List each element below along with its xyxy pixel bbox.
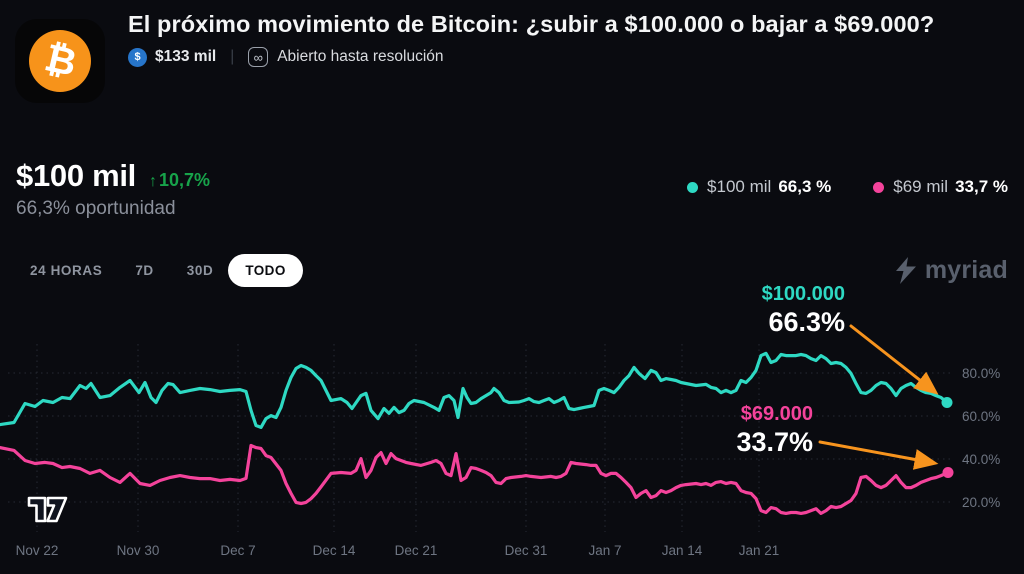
usdc-icon: $ bbox=[128, 47, 147, 67]
legend-value: 66,3 % bbox=[778, 177, 832, 196]
up-arrow-icon: ↑ bbox=[148, 173, 157, 190]
price-change-value: 10,7% bbox=[158, 170, 211, 190]
x-axis-label: Nov 22 bbox=[16, 543, 59, 558]
y-axis-label: 80.0% bbox=[962, 366, 1000, 381]
annotation-value: 33.7% bbox=[736, 427, 813, 457]
opportunity-label: 66,3% oportunidad bbox=[16, 198, 176, 219]
price-change: ↑ 10,7% bbox=[149, 170, 210, 191]
price-chart[interactable]: 80.0% 60.0% 40.0% 20.0% Nov 22 Nov 30 Dec 7 Dec… bbox=[0, 300, 1024, 574]
x-axis-label: Jan 21 bbox=[739, 543, 780, 558]
tab-24-horas[interactable]: 24 HORAS bbox=[30, 263, 103, 278]
chart-canvas: 80.0% 60.0% 40.0% 20.0% Nov 22 Nov 30 Dec 7 Dec… bbox=[0, 324, 1000, 558]
x-axis-label: Dec 14 bbox=[313, 543, 356, 558]
series-end-dot-1 bbox=[942, 467, 954, 478]
market-title: El próximo movimiento de Bitcoin: ¿subir… bbox=[128, 11, 935, 37]
x-axis-label: Dec 31 bbox=[505, 543, 548, 558]
annotation-69k: $69.000 33.7% bbox=[736, 403, 813, 457]
legend-item-69k[interactable]: $69 mil 33,7 % bbox=[873, 177, 1008, 197]
y-axis-label: 60.0% bbox=[962, 409, 1000, 424]
myriad-bolt-icon bbox=[895, 257, 916, 284]
bitcoin-icon: ₿ bbox=[29, 30, 91, 92]
bitcoin-glyph: ₿ bbox=[40, 37, 80, 85]
teal-dot-icon bbox=[687, 181, 699, 193]
annotation-value: 66.3% bbox=[768, 307, 845, 337]
market-status: Abierto hasta resolución bbox=[277, 48, 444, 65]
annotation-title: $100.000 bbox=[761, 283, 845, 305]
myriad-logo[interactable]: myriad bbox=[895, 256, 1008, 285]
market-avatar: ₿ bbox=[15, 19, 105, 103]
tradingview-logo[interactable] bbox=[27, 496, 68, 523]
tab-30d[interactable]: 30D bbox=[186, 263, 214, 278]
annotation-100k: $100.000 66.3% bbox=[761, 283, 845, 337]
price-block: $100 mil ↑ 10,7% 66,3% oportunidad bbox=[16, 158, 210, 220]
myriad-wordmark: myriad bbox=[924, 256, 1008, 284]
x-axis-label: Jan 7 bbox=[588, 543, 621, 558]
legend-label: $100 mil bbox=[707, 177, 772, 196]
chart-legend: $100 mil 66,3 % $69 mil 33,7 % bbox=[687, 177, 1008, 197]
legend-label: $69 mil bbox=[893, 177, 949, 196]
series-end-dot-0 bbox=[941, 397, 953, 408]
annotation-arrow-1 bbox=[818, 440, 939, 470]
market-meta: $ $133 mil | ∞ Abierto hasta resolución bbox=[128, 47, 1008, 67]
annotation-arrow-0 bbox=[849, 324, 939, 395]
series-line-0 bbox=[0, 351, 949, 430]
x-axis-label: Jan 14 bbox=[662, 543, 703, 558]
outcome-price: $100 mil bbox=[16, 158, 136, 193]
pink-dot-icon bbox=[873, 181, 885, 193]
x-axis-label: Nov 30 bbox=[117, 543, 160, 558]
legend-value: 33,7 % bbox=[955, 177, 1008, 196]
meta-divider: | bbox=[230, 48, 235, 65]
tab-todo[interactable]: TODO bbox=[228, 254, 303, 287]
market-header: El próximo movimiento de Bitcoin: ¿subir… bbox=[128, 9, 1008, 67]
range-tabs: 24 HORAS 7D 30D TODO myriad bbox=[0, 252, 1024, 289]
annotation-title: $69.000 bbox=[740, 403, 813, 425]
legend-item-100k[interactable]: $100 mil 66,3 % bbox=[687, 177, 831, 197]
y-axis-label: 20.0% bbox=[962, 495, 1000, 510]
y-axis-label: 40.0% bbox=[962, 452, 1000, 467]
tab-7d[interactable]: 7D bbox=[135, 263, 154, 278]
infinity-icon: ∞ bbox=[248, 47, 269, 67]
x-axis-label: Dec 21 bbox=[395, 543, 438, 558]
market-volume: $133 mil bbox=[155, 48, 217, 65]
series-line-1 bbox=[0, 443, 950, 515]
x-axis-label: Dec 7 bbox=[220, 543, 255, 558]
